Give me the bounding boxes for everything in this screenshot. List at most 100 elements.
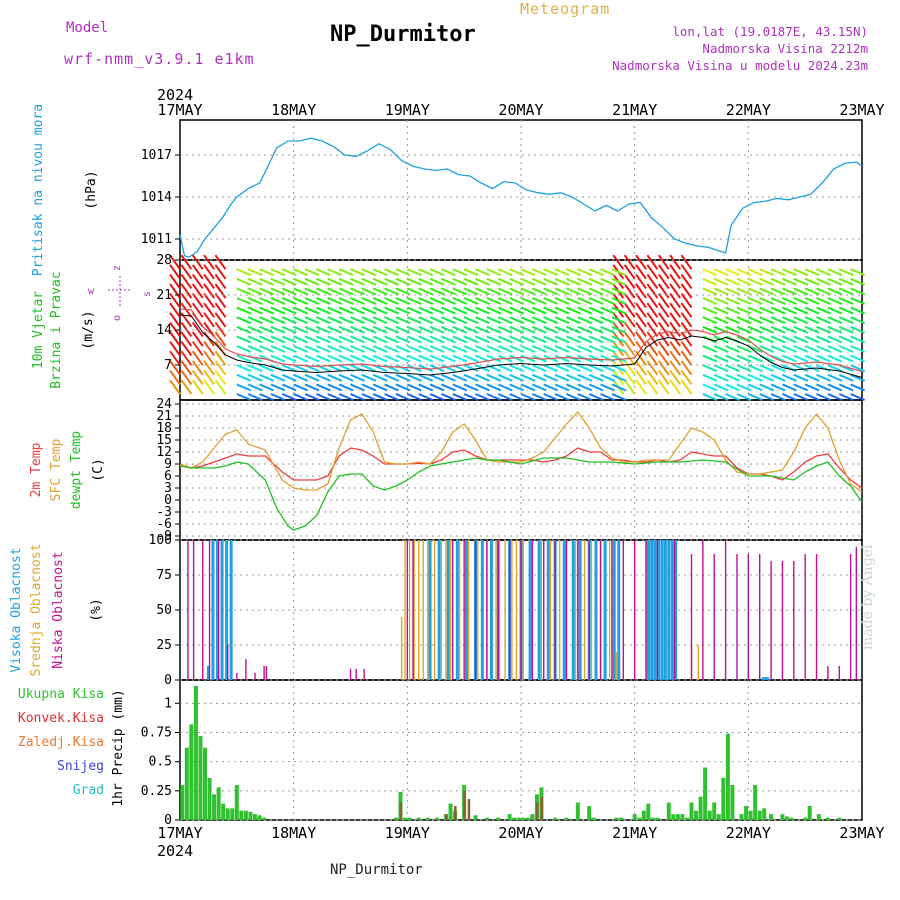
wind-barb <box>804 325 820 334</box>
precip-total-bar <box>525 817 530 820</box>
y-tick-label: 50 <box>156 603 172 618</box>
wind-barb <box>214 273 227 289</box>
wind-barb <box>316 383 331 392</box>
wind-speed-line <box>179 314 863 378</box>
wind-barb <box>429 277 445 286</box>
wind-barb <box>759 393 775 401</box>
precip-convective-bar <box>540 796 543 820</box>
wind-barb <box>509 287 525 296</box>
wind-barb <box>850 306 866 315</box>
wind-barb <box>635 302 647 318</box>
wind-barb <box>191 350 204 366</box>
wind-barb <box>203 321 215 337</box>
wind-barb <box>372 325 388 334</box>
wind-barb <box>384 306 399 315</box>
y-tick-label: 6 <box>164 469 172 484</box>
wind-barb <box>452 335 468 344</box>
wind-barb <box>850 268 866 277</box>
wind-barb <box>338 316 354 325</box>
precip-total-bar <box>707 810 712 820</box>
wind-barb <box>759 316 775 325</box>
wind-barb <box>281 354 297 363</box>
wind-barb <box>520 268 536 277</box>
wind-barb <box>850 335 866 344</box>
wind-barb <box>214 312 227 328</box>
wind-barb <box>509 316 525 325</box>
wind-barb <box>441 354 456 363</box>
wind-barb <box>725 373 740 382</box>
wind-barb <box>441 373 456 382</box>
wind-barb <box>736 383 752 392</box>
wind-barb <box>475 373 490 382</box>
wind-barb <box>531 364 547 373</box>
wind-barb <box>566 364 581 373</box>
wind-barb <box>531 287 547 296</box>
wind-barb <box>838 287 854 296</box>
wind-barb <box>214 254 227 270</box>
wind-barb <box>247 335 263 344</box>
wind-barb <box>395 354 411 363</box>
precip-total-bar <box>739 814 744 820</box>
wind-barb <box>657 312 670 328</box>
wind-barb <box>850 354 866 363</box>
wind-barb <box>850 364 866 373</box>
wind-barb <box>850 383 866 392</box>
wind-barb <box>554 268 570 277</box>
wind-barb <box>361 277 377 286</box>
wind-barb <box>203 350 215 366</box>
wind-barb <box>736 364 752 373</box>
wind-barb <box>304 297 320 305</box>
wind-barb <box>827 345 843 353</box>
wind-barb <box>214 350 227 366</box>
wind-barb <box>588 325 604 334</box>
precip-total-bar <box>407 817 412 820</box>
wind-barb <box>304 383 320 392</box>
wind-barb <box>180 360 193 376</box>
wind-barb <box>838 316 854 325</box>
wind-barb <box>680 369 693 385</box>
precip-total-bar <box>655 817 660 820</box>
wind-barb <box>736 354 752 363</box>
wind-barb <box>327 393 343 401</box>
wind-barb <box>657 264 670 280</box>
wind-barb <box>463 373 479 382</box>
wind-barb <box>782 345 797 353</box>
precip-convective-bar <box>399 802 403 820</box>
wind-barb <box>657 379 670 395</box>
wind-barb <box>327 306 343 315</box>
wind-barb <box>531 297 547 305</box>
wind-barb <box>577 297 593 305</box>
wind-barb <box>372 297 388 305</box>
wind-barb <box>646 254 659 270</box>
precip-total-bar <box>221 803 226 820</box>
wind-barb <box>623 379 636 395</box>
wind-barb <box>191 331 204 347</box>
wind-barb <box>588 393 604 401</box>
wind-barb <box>361 373 377 382</box>
wind-barb <box>338 277 354 286</box>
wind-barb <box>702 268 718 277</box>
wind-barb <box>203 254 215 270</box>
wind-barb <box>816 316 831 325</box>
wind-barb <box>577 325 593 334</box>
wind-barb <box>588 277 604 286</box>
wind-barb <box>316 277 331 286</box>
wind-barb <box>793 306 809 315</box>
wind-barb <box>429 335 445 344</box>
wind-barb <box>406 297 422 305</box>
precip-total-bar <box>253 814 258 820</box>
wind-barb <box>804 354 820 363</box>
wind-barb <box>203 331 215 347</box>
wind-barb <box>361 383 377 392</box>
precip-total-bar <box>632 814 637 820</box>
wind-barb <box>406 277 422 286</box>
wind-barb <box>418 306 434 315</box>
wind-barb <box>600 364 615 373</box>
wind-barb <box>577 287 593 296</box>
wind-barb <box>247 325 263 334</box>
wind-barb <box>191 283 204 299</box>
wind-barb <box>384 297 399 305</box>
wind-barb <box>747 345 763 353</box>
wind-barb <box>350 393 365 401</box>
wind-barb <box>406 383 422 392</box>
